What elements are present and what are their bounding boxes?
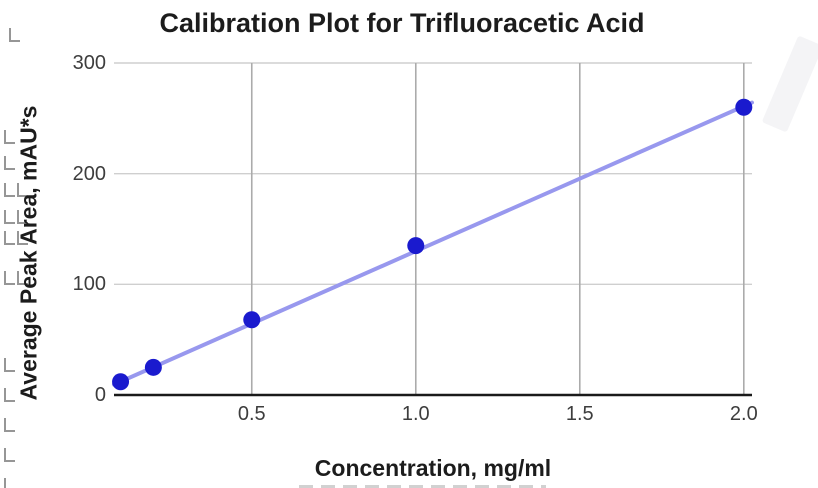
chart-title: Calibration Plot for Trifluoracetic Acid <box>159 8 645 38</box>
y-tick-label: 0 <box>94 384 106 406</box>
data-point[interactable] <box>144 358 162 376</box>
x-axis-title: Concentration, mg/ml <box>314 455 552 481</box>
sheet-cell-corner-mark <box>4 358 15 372</box>
sheet-cell-corner-mark <box>4 183 15 197</box>
data-point[interactable] <box>407 237 425 255</box>
y-tick-label: 200 <box>72 162 106 185</box>
trendline <box>112 100 754 387</box>
cropped-text-artifact <box>299 485 546 488</box>
sheet-cell-corner-mark <box>4 156 15 170</box>
y-tick-label: 100 <box>72 273 106 296</box>
sheet-cell-corner-mark <box>4 271 15 285</box>
data-point[interactable] <box>243 311 261 329</box>
sheet-cell-corner-mark <box>17 210 28 224</box>
sheet-cell-corner-mark <box>4 130 15 144</box>
y-tick-label: 300 <box>72 52 106 74</box>
data-point[interactable] <box>112 373 130 391</box>
sheet-cell-corner-mark <box>17 183 28 197</box>
x-tick-label: 0.5 <box>237 403 266 425</box>
sheet-cell-corner-mark <box>4 210 15 224</box>
sheet-cell-corner-mark <box>4 418 15 432</box>
x-tick-label: 2.0 <box>729 403 758 425</box>
sheet-cell-corner-mark <box>17 271 28 285</box>
y-axis-title: Average Peak Area, mAU*s <box>15 105 42 401</box>
x-tick-label: 1.5 <box>565 403 594 425</box>
x-tick-label: 1.0 <box>401 403 430 425</box>
sheet-cell-corner-mark <box>9 28 20 42</box>
sheet-cell-corner-mark <box>4 231 15 245</box>
sheet-cell-corner-mark <box>17 231 28 245</box>
sheet-cell-corner-mark <box>4 478 15 488</box>
sheet-cell-corner-mark <box>4 448 15 462</box>
data-point[interactable] <box>735 98 753 116</box>
sheet-cell-corner-mark <box>4 388 15 402</box>
